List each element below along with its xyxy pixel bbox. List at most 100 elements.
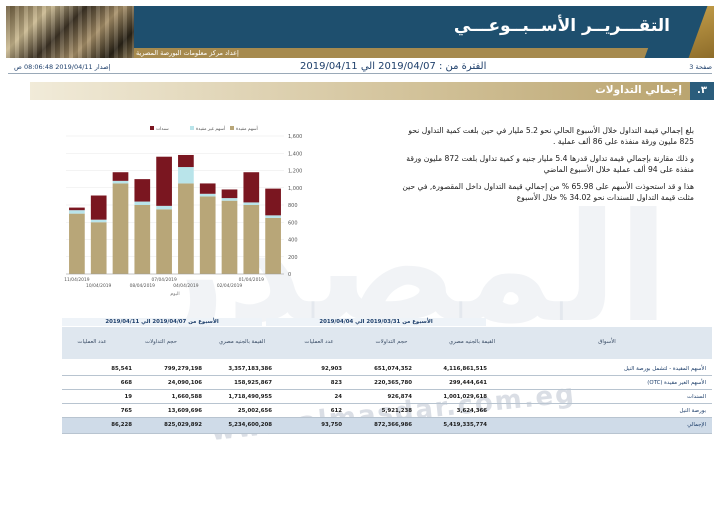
bar-segment (134, 205, 151, 274)
x-tick-label: 11/04/2019 (64, 277, 90, 283)
bar-segment (90, 219, 107, 223)
bar-segment (243, 172, 260, 203)
trading-chart-svg: 0 200 400 600 800 1,000 1,200 1,400 1,600 11/04/2… (64, 125, 302, 297)
row-label: الأسهم الغير مقيدة (OTC) (647, 380, 706, 386)
bar-segment (178, 183, 194, 274)
bar-segment (178, 154, 194, 168)
exchange-logo-icon (676, 6, 714, 58)
x-tick-label: 07/04/2019 (151, 277, 177, 283)
y-tick-label: 200 (288, 255, 298, 261)
table-row: 19 1,660,588 1,718,490,955 24 926,874 1,… (62, 390, 712, 404)
section-title: إجمالي التداولات (595, 84, 682, 96)
section-number: .٣ (690, 82, 714, 100)
bar-segment (156, 209, 172, 274)
table-cell: 86,228 (111, 422, 132, 428)
table-cell: 668 (120, 380, 132, 386)
column-header: الأسواق (598, 339, 616, 345)
table-cell: 5,234,600,208 (228, 422, 272, 428)
legend-label: أسهم غير مقيدة (196, 125, 225, 132)
x-tick-label: 01/04/2019 (239, 277, 265, 283)
table-cell: 926,874 (387, 394, 412, 400)
bar-segment (265, 215, 281, 218)
trading-chart: 0 200 400 600 800 1,000 1,200 1,400 1,600 11/04/2… (62, 122, 312, 298)
header-banner: إعداد مركز معلومات البورصة المصرية التقـ… (6, 6, 714, 58)
table-total-row: 86,228 825,029,892 5,234,600,208 93,750 … (62, 418, 712, 434)
banner-subtitle-strip: إعداد مركز معلومات البورصة المصرية (134, 48, 714, 58)
table-row: 668 24,090,106 158,925,867 823 220,365,7… (62, 376, 712, 390)
y-tick-label: 0 (288, 272, 291, 278)
bar-segment (134, 179, 151, 202)
bar-segment (156, 205, 172, 210)
table-cell: 872,366,986 (374, 422, 412, 428)
bar-segment (112, 172, 129, 181)
summary-paragraph: هذا و قد استحوذت الأسهم على 65.98 % من إ… (402, 182, 694, 202)
y-tick-label: 400 (288, 238, 298, 244)
y-tick-label: 800 (288, 203, 298, 209)
banner-subtitle: إعداد مركز معلومات البورصة المصرية (136, 49, 239, 57)
table-cell: 612 (330, 408, 342, 414)
bar-segment (90, 195, 107, 220)
row-label: السندات (687, 394, 706, 400)
banner-photo (6, 6, 134, 58)
bar-segment (199, 193, 216, 197)
bar-segment (69, 210, 85, 214)
table-cell: 1,660,588 (171, 394, 202, 400)
row-label: بورصة النيل (679, 408, 706, 414)
table-cell: 1,718,490,955 (228, 394, 272, 400)
table-cell: 799,279,198 (164, 366, 202, 372)
column-header: عدد العمليات (77, 339, 107, 345)
column-header: عدد العمليات (304, 339, 334, 345)
bar-segment (265, 188, 281, 216)
y-tick-label: 1,600 (288, 134, 302, 140)
bar-segment (221, 189, 238, 199)
legend-swatch (230, 126, 234, 130)
table-cell: 299,444,641 (449, 380, 487, 386)
y-tick-label: 1,000 (288, 186, 302, 192)
table-row: 85,541 799,279,198 3,357,183,386 92,903 … (62, 362, 712, 376)
table-row: 765 13,609,696 25,002,656 612 5,921,238 … (62, 404, 712, 418)
y-tick-label: 1,400 (288, 151, 302, 157)
y-tick-label: 1,200 (288, 169, 302, 175)
x-tick-label: 02/04/2019 (217, 283, 243, 289)
y-tick-label: 600 (288, 220, 298, 226)
table-cell: 19 (124, 394, 132, 400)
bar-segment (221, 200, 238, 274)
bar-segment (199, 183, 216, 194)
table-cell: 25,002,656 (237, 408, 272, 414)
x-axis-label: اليوم (170, 292, 179, 297)
bar-segment (243, 205, 260, 274)
bar-segment (221, 198, 238, 201)
table-cell: 4,116,861,515 (443, 366, 487, 372)
divider (8, 73, 712, 74)
x-tick-label: 04/04/2019 (173, 283, 199, 289)
x-tick-label: 08/04/2019 (130, 283, 156, 289)
group-header-previous: الأسبوع من 2019/03/31 الي 2019/04/04 (266, 318, 486, 326)
report-title: التقـــريــر الأســبــوعـــي (453, 16, 670, 36)
bar-segment (112, 180, 129, 184)
legend-swatch (190, 126, 194, 130)
table-cell: 92,903 (321, 366, 342, 372)
legend-swatch (150, 126, 154, 130)
table-cell: 1,001,029,618 (443, 394, 487, 400)
issue-timestamp: إصدار 2019/04/11 08:06:48 ص (14, 63, 111, 71)
page-number: صفحة 3 (689, 63, 712, 71)
table-cell: 651,074,352 (374, 366, 412, 372)
table-header: عدد العمليات حجم التداولات القيمة بالجني… (62, 327, 712, 359)
section-header: إجمالي التداولات .٣ (30, 82, 714, 100)
bar-segment (112, 183, 129, 274)
x-tick-label: 10/04/2019 (86, 283, 112, 289)
bar-segment (69, 213, 85, 274)
bar-segment (243, 202, 260, 205)
table-cell: 24,090,106 (167, 380, 202, 386)
group-header-current: الأسبوع من 2019/04/07 الي 2019/04/11 (62, 318, 262, 326)
summary-text: بلغ إجمالي قيمة التداول خلال الأسبوع الح… (394, 126, 694, 210)
bar-segment (178, 167, 194, 184)
legend-label: أسهم مقيدة (236, 125, 258, 132)
table-cell: 823 (330, 380, 342, 386)
table-cell: 93,750 (321, 422, 342, 428)
summary-paragraph: و ذلك مقارنة بإجمالي قيمة تداول قدرها 5.… (406, 154, 694, 174)
legend-label: سندات (156, 127, 169, 132)
table-cell: 220,365,780 (374, 380, 412, 386)
table-cell: 3,357,183,386 (228, 366, 272, 372)
table-cell: 825,029,892 (164, 422, 202, 428)
